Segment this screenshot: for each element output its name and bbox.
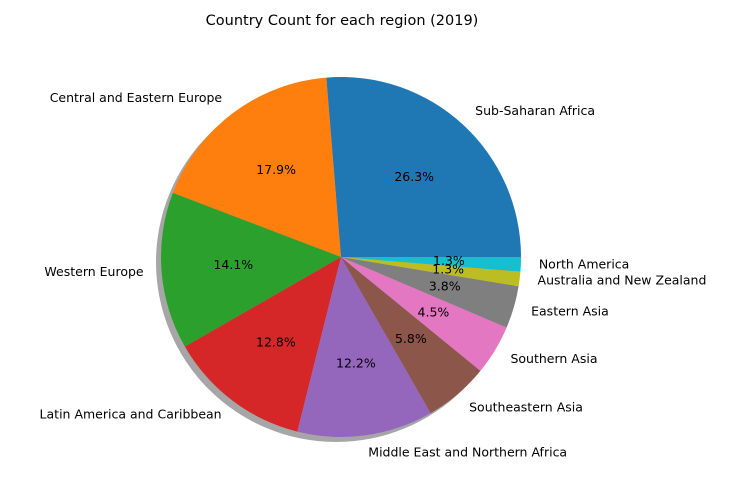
percent-label-australia-and-new-zealand: 1.3% xyxy=(432,262,464,277)
chart-title: Country Count for each region (2019) xyxy=(206,13,479,29)
percent-label-eastern-asia: 3.8% xyxy=(429,279,461,294)
percent-labels: 26.3% 17.9% 14.1% 12.8% 12.2% 5.8% 4.5% 3.8% 1.3… xyxy=(213,162,464,370)
slice-label-latin-america-and-caribbean: Latin America and Caribbean xyxy=(40,406,222,421)
slice-label-north-america: North America xyxy=(539,257,630,272)
pie-slice-southern-asia xyxy=(341,257,507,371)
pie-slice-western-europe xyxy=(161,192,341,347)
percent-label-latin-america-and-caribbean: 12.8% xyxy=(256,335,296,350)
percent-label-sub-saharan-africa: 26.3% xyxy=(394,169,434,184)
percent-label-southeastern-asia: 5.8% xyxy=(395,331,427,346)
pie-slice-eastern-asia xyxy=(341,257,519,328)
slice-label-australia-and-new-zealand: Australia and New Zealand xyxy=(538,273,707,288)
pie-slice-sub-saharan-africa xyxy=(326,77,521,257)
percent-label-central-and-eastern-europe: 17.9% xyxy=(256,162,296,177)
slice-label-western-europe: Western Europe xyxy=(44,264,144,279)
pie-slice-australia-and-new-zealand xyxy=(341,257,521,287)
slice-label-southern-asia: Southern Asia xyxy=(510,351,597,366)
slice-labels: Sub-Saharan Africa Central and Eastern Eu… xyxy=(40,90,707,459)
pie-slices xyxy=(161,77,521,437)
percent-label-north-america: 1.3% xyxy=(433,253,465,268)
percent-label-middle-east-and-northern-africa: 12.2% xyxy=(336,355,376,370)
pie-slice-latin-america-and-caribbean xyxy=(184,257,341,432)
slice-label-middle-east-and-northern-africa: Middle East and Northern Africa xyxy=(368,445,567,460)
percent-label-southern-asia: 4.5% xyxy=(418,304,450,319)
percent-label-western-europe: 14.1% xyxy=(213,257,253,272)
slice-label-sub-saharan-africa: Sub-Saharan Africa xyxy=(475,103,595,118)
pie-slice-middle-east-and-northern-africa xyxy=(297,257,431,437)
pie-slice-north-america xyxy=(341,257,521,272)
slice-label-southeastern-asia: Southeastern Asia xyxy=(469,399,583,414)
pie-slice-southeastern-asia xyxy=(341,257,481,414)
slice-label-eastern-asia: Eastern Asia xyxy=(531,304,609,319)
pie-slice-central-and-eastern-europe xyxy=(172,77,341,258)
slice-label-central-and-eastern-europe: Central and Eastern Europe xyxy=(50,90,223,105)
